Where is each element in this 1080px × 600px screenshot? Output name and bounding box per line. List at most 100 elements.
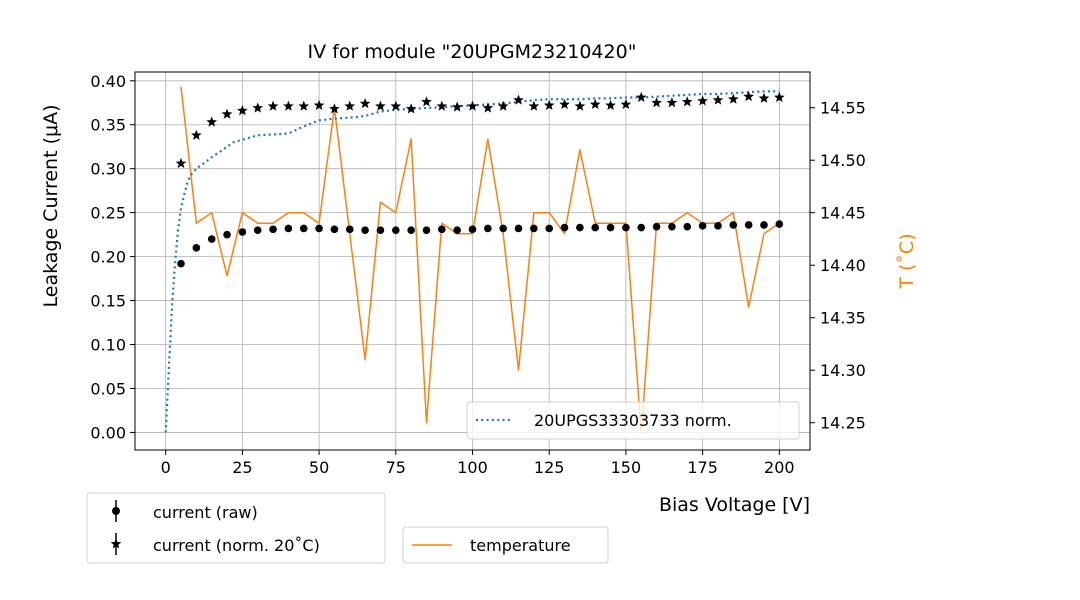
- y2-tick-label: 14.55: [820, 99, 866, 118]
- raw-current-point: [606, 223, 615, 232]
- raw-current-point: [438, 225, 446, 234]
- raw-current-point: [729, 221, 738, 229]
- y2-tick-label: 14.30: [820, 361, 866, 380]
- legend-temperature-label: temperature: [470, 536, 571, 555]
- raw-current-point: [560, 223, 569, 232]
- raw-current-point: [207, 235, 216, 243]
- y2-tick-label: 14.35: [820, 309, 866, 328]
- norm-current-point: [390, 100, 402, 111]
- y-tick-label: 0.25: [90, 204, 126, 223]
- y-axis-label: Leakage Current (μA): [40, 105, 62, 308]
- norm-current-point: [635, 91, 647, 103]
- norm-current-point: [482, 102, 494, 113]
- raw-current-point: [192, 244, 201, 252]
- legend-norm-label: current (norm. 20˚C): [153, 536, 320, 555]
- x-tick-label: 50: [309, 458, 329, 477]
- norm-current-point: [206, 116, 218, 127]
- norm-current-point: [513, 94, 524, 105]
- x-tick-label: 100: [457, 458, 488, 477]
- norm-current-point: [237, 105, 248, 116]
- raw-current-point: [238, 228, 247, 236]
- raw-current-point: [315, 224, 323, 233]
- norm-current-point: [436, 100, 448, 111]
- y-tick-label: 0.10: [90, 336, 126, 355]
- raw-current-point: [223, 230, 231, 239]
- raw-current-point: [391, 226, 400, 235]
- raw-current-point: [422, 226, 431, 235]
- x-tick-label: 0: [161, 458, 171, 477]
- raw-current-point: [683, 222, 692, 231]
- norm-current-point: [605, 99, 616, 110]
- raw-current-point: [284, 224, 293, 233]
- reference-series: [164, 90, 780, 433]
- raw-current-point: [468, 225, 477, 234]
- norm-current-point: [375, 100, 386, 111]
- norm-current-point: [467, 100, 478, 111]
- norm-current-point: [543, 99, 555, 110]
- norm-current-point: [712, 94, 724, 105]
- norm-current-point: [620, 98, 632, 110]
- y-tick-label: 0.35: [90, 116, 126, 135]
- x-tick-label: 150: [611, 458, 642, 477]
- y-tick-label: 0.00: [90, 423, 126, 442]
- raw-current-point: [591, 223, 600, 232]
- y-tick-label: 0.05: [90, 379, 126, 398]
- legend-raw-marker: [112, 507, 120, 515]
- norm-current-point: [666, 97, 678, 108]
- legend-currents: current (raw) current (norm. 20˚C): [86, 492, 386, 564]
- raw-current-point: [407, 226, 415, 235]
- y2-axis-ticks: 14.25 14.30 14.35 14.40 14.45 14.50 14.55: [810, 99, 866, 433]
- raw-current-point: [760, 221, 768, 229]
- raw-current-series: [177, 220, 784, 268]
- y2-tick-label: 14.25: [820, 414, 866, 433]
- norm-current-point: [359, 98, 371, 109]
- norm-current-series: [175, 91, 785, 168]
- raw-current-point: [299, 224, 308, 233]
- legend-reference-box: [466, 401, 800, 440]
- legend-reference: 20UPGS33303733 norm.: [466, 401, 800, 440]
- x-axis-label: Bias Voltage [V]: [659, 494, 810, 516]
- legend-currents-box: [86, 492, 386, 564]
- raw-current-point: [744, 221, 753, 229]
- norm-current-point: [773, 91, 785, 103]
- norm-current-point: [221, 108, 233, 119]
- x-tick-label: 175: [687, 458, 718, 477]
- raw-current-point: [345, 225, 354, 234]
- y-axis-ticks: 0.00 0.05 0.10 0.15 0.20 0.25 0.30 0.35 0.40: [90, 72, 135, 442]
- raw-current-point: [361, 226, 369, 235]
- legend-temperature-box: [402, 526, 609, 564]
- x-tick-label: 200: [764, 458, 795, 477]
- norm-current-point: [283, 100, 294, 111]
- legend-raw-label: current (raw): [153, 503, 258, 522]
- norm-current-point: [298, 100, 310, 111]
- norm-current-point: [528, 100, 540, 111]
- norm-current-point: [344, 100, 356, 111]
- raw-current-point: [698, 222, 707, 230]
- y-tick-label: 0.40: [90, 72, 126, 91]
- raw-current-point: [376, 226, 385, 235]
- raw-current-point: [269, 225, 277, 234]
- x-axis-ticks: 0 25 50 75 100 125 150 175 200: [161, 450, 795, 477]
- legend-reference-label: 20UPGS33303733 norm.: [534, 411, 732, 430]
- raw-current-point: [453, 226, 461, 235]
- norm-current-point: [651, 97, 662, 108]
- raw-current-point: [668, 222, 676, 231]
- raw-current-point: [514, 224, 523, 233]
- x-tick-label: 125: [534, 458, 565, 477]
- x-tick-label: 75: [386, 458, 406, 477]
- y2-tick-label: 14.50: [820, 151, 866, 170]
- x-tick-label: 25: [232, 458, 252, 477]
- chart-title: IV for module "20UPGM23210420": [308, 41, 637, 63]
- norm-current-point: [175, 157, 187, 168]
- raw-current-point: [622, 223, 630, 232]
- legend-temperature: temperature: [402, 526, 609, 564]
- raw-current-point: [484, 224, 492, 233]
- raw-current-point: [652, 222, 661, 231]
- norm-current-point: [421, 96, 432, 107]
- norm-current-point: [497, 100, 509, 111]
- legend-norm-marker: [110, 538, 122, 549]
- norm-current-point: [252, 102, 264, 113]
- raw-current-point: [330, 225, 339, 234]
- norm-current-point: [743, 91, 754, 102]
